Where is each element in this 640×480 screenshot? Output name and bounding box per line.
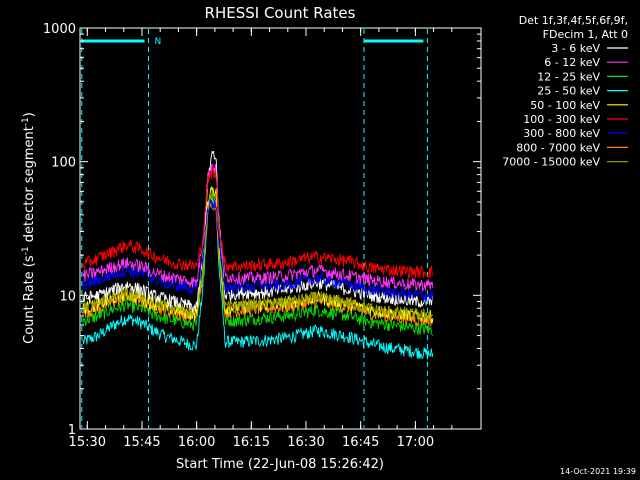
legend-label: 25 - 50 keV xyxy=(537,85,600,98)
y-tick-label: 1000 xyxy=(43,22,76,37)
series-line xyxy=(82,167,434,279)
y-tick-label: 10 xyxy=(59,289,76,304)
series-line xyxy=(82,199,434,302)
x-tick-label: 16:45 xyxy=(342,435,379,450)
legend-label: 7000 - 15000 keV xyxy=(502,156,600,169)
legend-label: 6 - 12 keV xyxy=(544,56,600,69)
series-line xyxy=(82,190,434,336)
legend-label: 50 - 100 keV xyxy=(530,99,600,112)
chart-title: RHESSI Count Rates xyxy=(205,4,356,22)
x-tick-label: 15:45 xyxy=(123,435,160,450)
legend-label: 800 - 7000 keV xyxy=(516,141,600,154)
series-line xyxy=(82,150,434,313)
legend-label: 300 - 800 keV xyxy=(523,127,600,140)
x-axis-label: Start Time (22-Jun-08 15:26:42) xyxy=(176,457,384,472)
x-tick-label: 16:00 xyxy=(178,435,215,450)
x-tick-label: 16:30 xyxy=(287,435,324,450)
x-tick-label: 17:00 xyxy=(397,435,434,450)
series-line xyxy=(82,189,434,322)
legend-label: 100 - 300 keV xyxy=(523,113,600,126)
legend-label: 12 - 25 keV xyxy=(537,70,600,83)
plot-frame xyxy=(79,27,482,430)
x-axis: 15:30 15:45 16:00 16:15 16:30 16:45 17:00 xyxy=(69,28,453,450)
y-tick-label: 100 xyxy=(51,156,76,171)
y-tick-label: 1 xyxy=(68,423,76,438)
timestamp: 14-Oct-2021 19:39 xyxy=(560,467,636,476)
legend-header-1: Det 1f,3f,4f,5f,6f,9f, xyxy=(519,14,628,27)
night-marker-label: N xyxy=(155,37,162,47)
series-line xyxy=(82,163,434,292)
y-axis-label: Count Rate (s-1 detector segment-1) xyxy=(21,112,37,344)
plot-area: N xyxy=(81,29,434,428)
x-tick-label: 16:15 xyxy=(233,435,270,450)
y-axis: 1 10 100 1000 xyxy=(43,22,481,438)
x-tick-label: 15:30 xyxy=(69,435,106,450)
legend-label: 3 - 6 keV xyxy=(551,42,600,55)
legend-header-2: FDecim 1, Att 0 xyxy=(543,28,628,41)
series-line xyxy=(82,193,434,360)
